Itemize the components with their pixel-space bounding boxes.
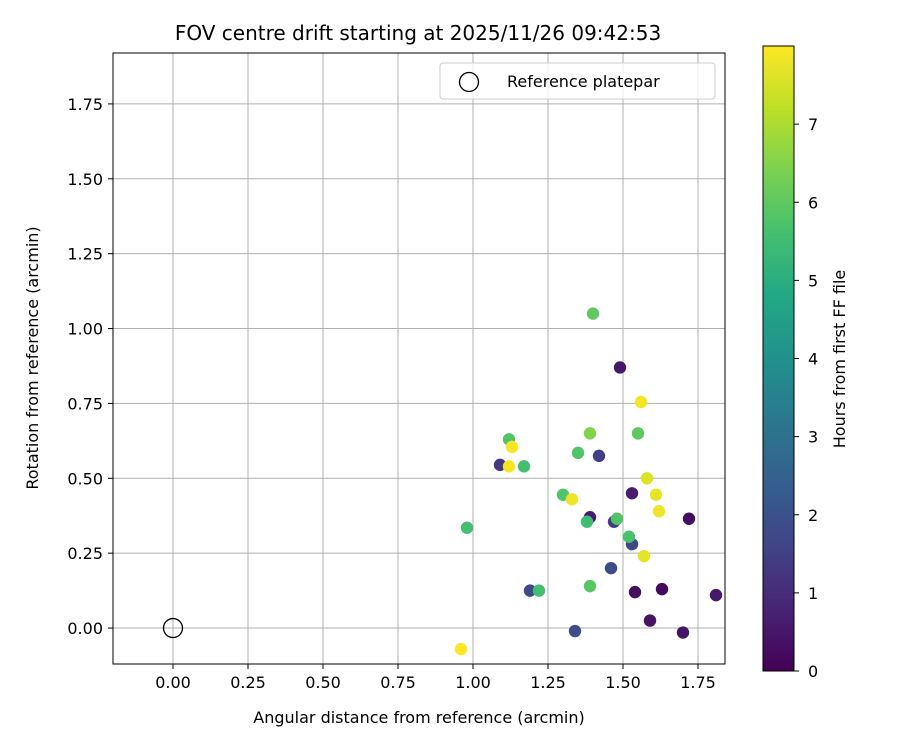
data-point xyxy=(532,584,546,597)
data-point xyxy=(583,427,597,440)
data-point xyxy=(625,487,639,500)
colorbar-ticks: 0 1 2 3 4 5 6 7 xyxy=(794,115,818,681)
data-point xyxy=(583,579,597,593)
data-point xyxy=(517,460,531,473)
y-tick-label: 1.50 xyxy=(67,170,103,189)
data-point xyxy=(682,512,696,525)
x-axis-label: Angular distance from reference (arcmin) xyxy=(253,708,584,727)
data-point xyxy=(676,626,690,639)
x-tick-label: 0.25 xyxy=(230,673,266,692)
data-point xyxy=(634,395,648,409)
y-axis-label: Rotation from reference (arcmin) xyxy=(23,226,42,489)
legend-label: Reference platepar xyxy=(507,72,660,91)
colorbar-tick-label: 2 xyxy=(808,506,818,525)
data-point xyxy=(502,460,516,473)
data-point xyxy=(604,561,618,575)
y-tick-label: 1.25 xyxy=(67,245,103,264)
x-tick-label: 1.00 xyxy=(455,673,491,692)
grid-lines xyxy=(113,53,725,664)
y-tick-label: 1.00 xyxy=(67,320,103,339)
data-point xyxy=(586,307,600,320)
data-point xyxy=(652,505,666,518)
plot-frame xyxy=(112,52,726,665)
colorbar-tick-label: 0 xyxy=(808,662,818,681)
data-point xyxy=(592,449,606,463)
data-point xyxy=(613,361,627,374)
legend-reference-marker xyxy=(458,71,480,93)
colorbar-tick-label: 4 xyxy=(808,350,818,369)
data-point xyxy=(505,440,519,454)
data-point xyxy=(571,446,585,460)
colorbar-tick-label: 3 xyxy=(808,428,818,447)
data-point xyxy=(460,521,474,534)
y-tick-label: 0.50 xyxy=(67,469,103,488)
reference-marker-group xyxy=(162,617,184,639)
x-tick-label: 1.50 xyxy=(605,673,641,692)
legend: Reference platepar xyxy=(439,62,716,100)
data-point xyxy=(622,530,636,543)
data-points xyxy=(454,307,723,656)
data-point xyxy=(709,588,723,602)
colorbar-tick-label: 6 xyxy=(808,193,818,212)
data-point xyxy=(610,512,624,525)
data-point xyxy=(628,585,642,599)
chart-title: FOV centre drift starting at 2025/11/26 … xyxy=(175,21,661,45)
x-tick-label: 1.75 xyxy=(680,673,716,692)
data-point xyxy=(643,614,657,627)
colorbar-gradient xyxy=(763,46,794,671)
x-tick-label: 0.50 xyxy=(305,673,341,692)
y-tick-label: 1.75 xyxy=(67,95,103,114)
data-point xyxy=(637,549,651,563)
data-point xyxy=(631,427,645,440)
data-point xyxy=(649,488,663,501)
x-tick-label: 0.75 xyxy=(380,673,416,692)
y-axis-ticks: 0.00 0.25 0.50 0.75 1.00 1.25 1.50 1.75 xyxy=(67,95,113,638)
data-point xyxy=(580,515,594,528)
reference-marker xyxy=(162,617,184,639)
y-tick-label: 0.25 xyxy=(67,544,103,563)
data-point xyxy=(565,493,579,506)
y-tick-label: 0.75 xyxy=(67,394,103,413)
colorbar-tick-label: 5 xyxy=(808,271,818,290)
colorbar-tick-label: 7 xyxy=(808,115,818,134)
data-point xyxy=(454,642,468,656)
legend-box xyxy=(439,62,716,100)
data-point xyxy=(568,624,582,638)
x-tick-label: 0.00 xyxy=(155,673,191,692)
x-axis-ticks: 0.00 0.25 0.50 0.75 1.00 1.25 1.50 1.75 xyxy=(155,664,716,692)
data-point xyxy=(523,584,537,597)
y-tick-label: 0.00 xyxy=(67,619,103,638)
x-tick-label: 1.25 xyxy=(530,673,566,692)
colorbar: 0 1 2 3 4 5 6 7 Hours from first FF file xyxy=(762,45,849,681)
colorbar-tick-label: 1 xyxy=(808,584,818,603)
data-point xyxy=(640,472,654,485)
colorbar-label: Hours from first FF file xyxy=(830,270,849,449)
data-point xyxy=(655,582,669,596)
